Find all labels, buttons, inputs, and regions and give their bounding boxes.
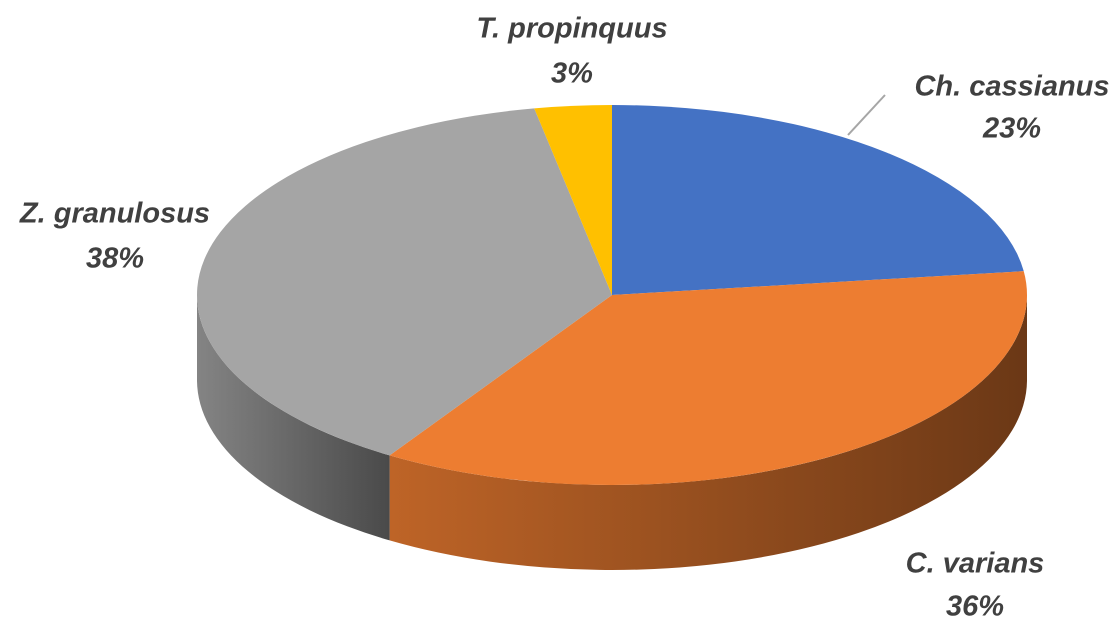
value-label: 38% [86,243,144,275]
slice-side [197,295,390,541]
value-label: 23% [982,113,1041,145]
slice [612,105,1024,295]
slice [197,108,612,456]
data-labels: Ch. cassianus 23% C. varians 36% Z. granulos… [19,13,1110,619]
pie-tops [197,105,1028,485]
category-label: Z. granulosus [19,198,210,230]
value-label: 3% [551,58,593,90]
category-label: C. varians [906,548,1045,580]
category-label: Ch. cassianus [914,71,1109,103]
slice [534,105,612,295]
value-label: 36% [946,591,1004,619]
slice-side [389,295,1028,570]
pie-sides [197,295,1028,570]
leader-line [847,94,886,136]
category-label: T. propinquus [476,13,667,45]
slice [389,271,1028,485]
